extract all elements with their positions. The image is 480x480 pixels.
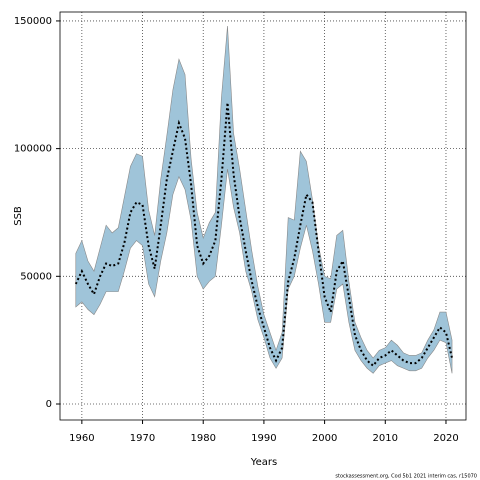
x-tick-label: 1960 — [69, 433, 94, 444]
x-tick-label: 2000 — [312, 433, 337, 444]
confidence-band — [75, 26, 453, 374]
y-tick-label: 50000 — [20, 271, 52, 282]
x-tick-label: 1980 — [190, 433, 215, 444]
footer: stockassessment.org, Cod 5b1 2021 interi… — [335, 474, 477, 480]
y-tick-label: 150000 — [14, 16, 52, 27]
x-tick-label: 1970 — [130, 433, 155, 444]
x-tick-label: 2020 — [433, 433, 458, 444]
y-tick-label: 0 — [46, 399, 52, 410]
y-axis-label: SSB — [13, 206, 24, 226]
x-tick-label: 1990 — [251, 433, 276, 444]
plot-frame — [59, 11, 467, 421]
y-tick-label: 100000 — [14, 144, 52, 155]
ssb-line — [74, 102, 454, 368]
x-axis-label: Years — [250, 457, 277, 468]
x-tick-label: 2010 — [373, 433, 398, 444]
